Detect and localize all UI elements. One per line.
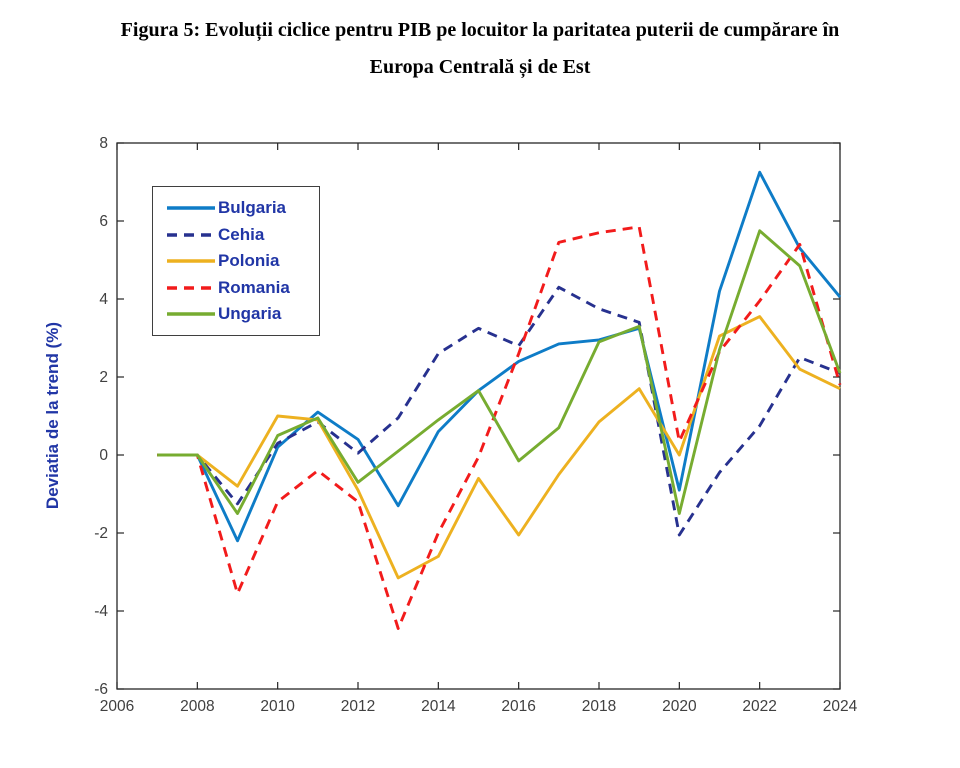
y-tick-label: 4 [99, 291, 108, 308]
figure-title-line-1: Figura 5: Evoluții ciclice pentru PIB pe… [120, 19, 840, 41]
series-line-cehia [157, 285, 841, 537]
y-tick-label: -4 [94, 603, 108, 620]
legend-item-cehia: Cehia [166, 221, 319, 248]
series-line-bulgaria [157, 170, 842, 543]
x-tick-label: 2024 [823, 698, 858, 715]
legend-item-bulgaria: Bulgaria [166, 195, 319, 222]
legend-item-polonia: Polonia [166, 248, 319, 275]
y-tick-label: 0 [99, 447, 108, 464]
legend-label-romania: Romania [218, 277, 290, 297]
figure-title: Figura 5: Evoluții ciclice pentru PIB pe… [0, 12, 960, 86]
y-axis-label-wrap: Deviatia de la trend (%) [40, 143, 66, 689]
x-tick-label: 2012 [341, 698, 375, 715]
legend-label-bulgaria: Bulgaria [218, 198, 287, 217]
legend-swatch-romania [167, 285, 215, 290]
x-tick-label: 2008 [180, 698, 214, 715]
x-tick-label: 2006 [100, 698, 134, 715]
legend-item-romania: Romania [166, 274, 319, 301]
series-line-polonia [157, 315, 841, 580]
y-tick-label: -2 [94, 525, 108, 542]
y-tick-label: -6 [94, 681, 108, 698]
legend-swatch-cehia [167, 232, 215, 237]
x-tick-label: 2018 [582, 698, 616, 715]
series-line-romania [157, 225, 842, 630]
legend-item-ungaria: Ungaria [166, 301, 319, 328]
x-tick-label: 2020 [662, 698, 697, 715]
legend: Bulgaria Cehia Polonia Romania Ungaria [152, 186, 320, 336]
legend-swatch-polonia [167, 259, 215, 263]
y-axis-label: Deviatia de la trend (%) [43, 322, 62, 510]
x-tick-label: 2010 [260, 698, 295, 715]
legend-label-polonia: Polonia [218, 251, 280, 270]
y-tick-label: 2 [99, 369, 108, 386]
x-tick-label: 2016 [501, 698, 535, 715]
legend-label-ungaria: Ungaria [218, 304, 282, 323]
legend-swatch-ungaria [167, 312, 215, 316]
series-line-ungaria [157, 229, 842, 515]
legend-label-cehia: Cehia [218, 224, 265, 244]
y-tick-label: 8 [99, 135, 108, 152]
x-tick-label: 2022 [742, 698, 776, 715]
legend-swatch-bulgaria [167, 206, 215, 210]
figure-title-line-2: Europa Centrală și de Est [369, 56, 591, 78]
y-tick-label: 6 [99, 213, 108, 230]
plot-area [116, 142, 841, 690]
x-tick-label: 2014 [421, 698, 456, 715]
